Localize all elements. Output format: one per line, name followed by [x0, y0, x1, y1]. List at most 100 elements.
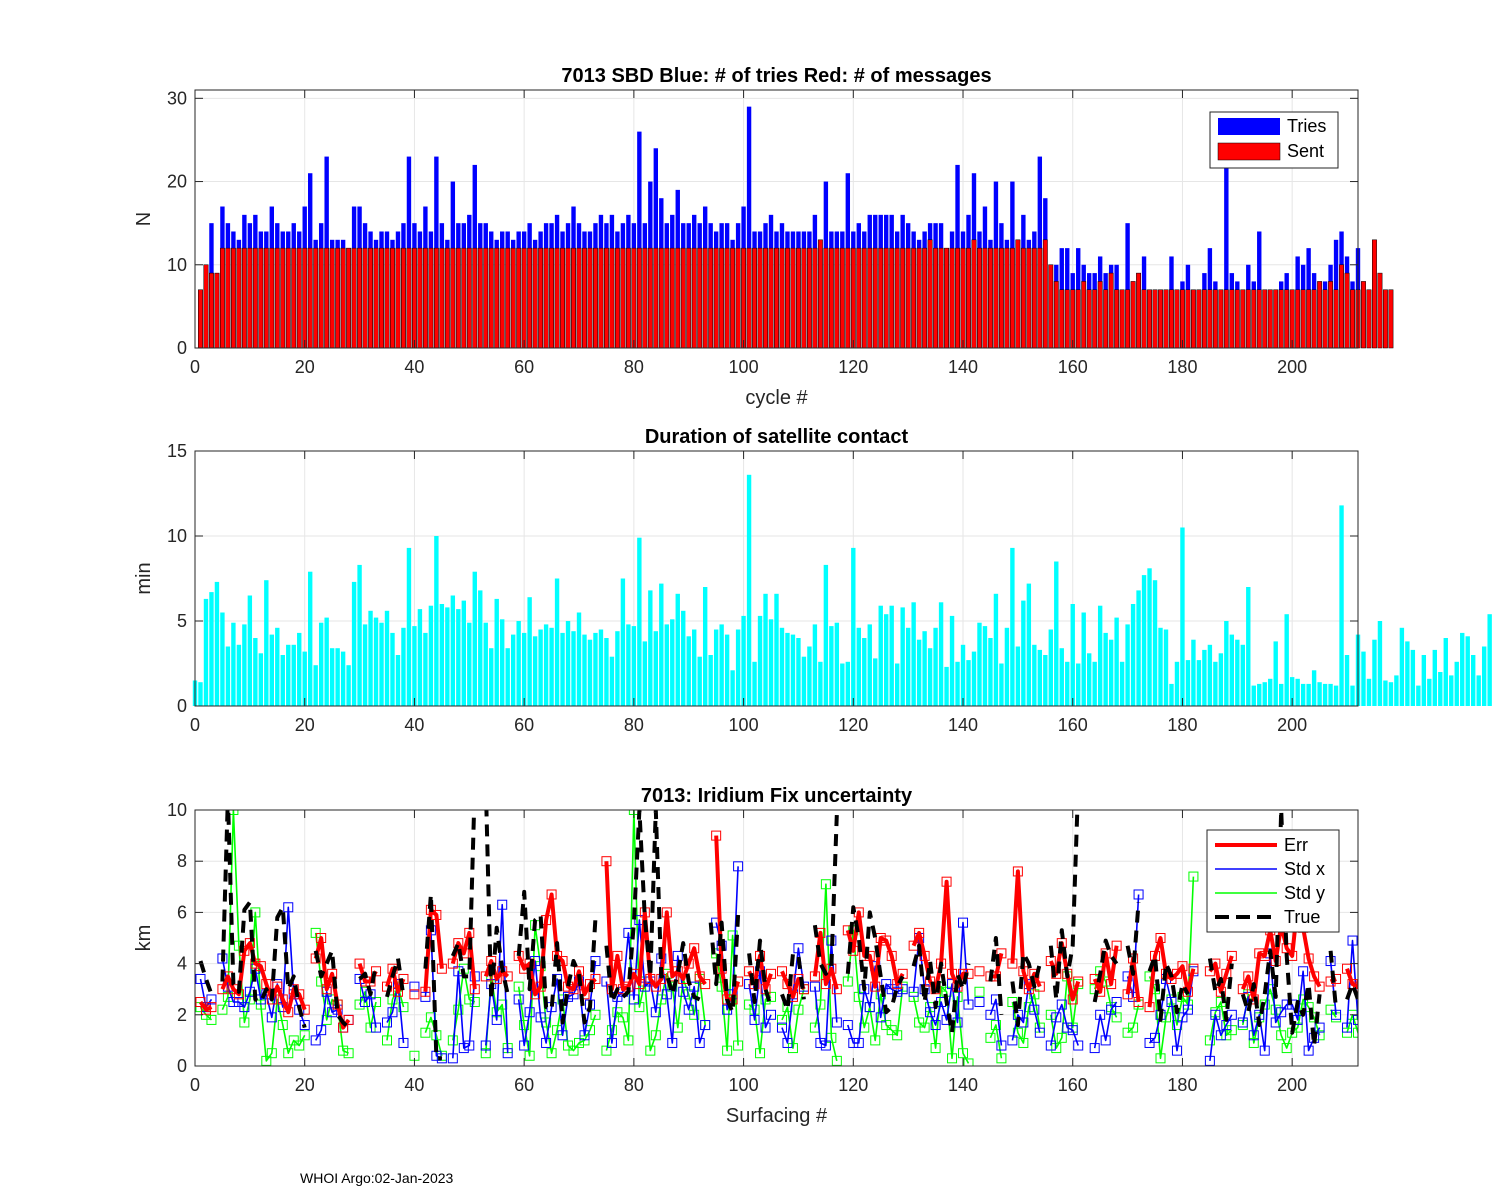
duration-bar	[1180, 528, 1184, 707]
sent-bar	[495, 248, 499, 348]
y-tick-label: 0	[177, 1056, 187, 1076]
duration-bar	[390, 633, 394, 706]
sent-bar	[928, 240, 932, 348]
sent-bar	[281, 248, 285, 348]
duration-bar	[862, 638, 866, 706]
y-tick-label: 20	[167, 172, 187, 192]
x-tick-label: 40	[404, 357, 424, 377]
duration-bar	[1186, 660, 1190, 706]
sent-bar	[242, 248, 246, 348]
sent-bar	[544, 248, 548, 348]
duration-bar	[708, 655, 712, 706]
sent-bar	[818, 240, 822, 348]
x-tick-label: 200	[1277, 357, 1307, 377]
sent-bar	[1367, 290, 1371, 348]
duration-bar	[599, 630, 603, 707]
duration-bar	[527, 597, 531, 706]
legend-label-true: True	[1284, 907, 1320, 927]
duration-bar	[516, 621, 520, 706]
duration-bar	[346, 665, 350, 706]
x-tick-label: 100	[729, 357, 759, 377]
duration-bar	[604, 638, 608, 706]
duration-bar	[1444, 638, 1448, 706]
sent-bar	[1125, 290, 1129, 348]
x-tick-label: 80	[624, 1075, 644, 1095]
marker-std-y	[1359, 1049, 1368, 1058]
sent-bar	[900, 248, 904, 348]
sent-bar	[407, 248, 411, 348]
duration-bar	[692, 630, 696, 707]
x-tick-label: 20	[295, 357, 315, 377]
sent-bar	[1328, 281, 1332, 348]
marker-err	[1370, 910, 1379, 919]
duration-bar	[220, 613, 224, 707]
sent-bar	[1383, 290, 1387, 348]
duration-bar	[1219, 653, 1223, 706]
sent-bar	[555, 248, 559, 348]
duration-bar	[593, 633, 597, 706]
x-tick-label: 180	[1167, 715, 1197, 735]
duration-bar	[379, 623, 383, 706]
duration-bar	[1367, 679, 1371, 706]
duration-bar	[1449, 675, 1453, 706]
duration-bar	[1153, 580, 1157, 706]
sent-bar	[571, 248, 575, 348]
x-tick-label: 80	[624, 357, 644, 377]
duration-bar	[363, 624, 367, 706]
duration-bar	[1235, 640, 1239, 706]
duration-bar	[615, 631, 619, 706]
duration-bar	[1164, 630, 1168, 707]
duration-bar	[566, 621, 570, 706]
duration-bar	[1032, 645, 1036, 706]
sent-bar	[796, 248, 800, 348]
legend-swatch-tries	[1218, 118, 1280, 135]
sent-bar	[1049, 265, 1053, 348]
x-tick-label: 140	[948, 357, 978, 377]
duration-bar	[868, 624, 872, 706]
duration-bar	[698, 657, 702, 706]
sent-bar	[1038, 248, 1042, 348]
legend-label-std-y: Std y	[1284, 883, 1325, 903]
sent-bar	[994, 248, 998, 348]
duration-bar	[511, 635, 515, 706]
sent-bar	[1274, 290, 1278, 348]
sent-bar	[835, 248, 839, 348]
duration-bar	[1230, 635, 1234, 706]
duration-bar	[807, 647, 811, 707]
duration-bar	[818, 662, 822, 706]
sent-bar	[665, 248, 669, 348]
sent-bar	[791, 248, 795, 348]
x-axis-label: cycle #	[745, 387, 808, 409]
duration-bar	[687, 636, 691, 706]
y-tick-label: 10	[167, 255, 187, 275]
duration-bar	[1257, 684, 1261, 706]
sent-bar	[703, 248, 707, 348]
duration-bar	[983, 626, 987, 706]
duration-bar	[1060, 648, 1064, 706]
duration-bar	[906, 628, 910, 706]
duration-bar	[1191, 640, 1195, 706]
sent-bar	[752, 248, 756, 348]
sent-bar	[440, 248, 444, 348]
duration-bar	[407, 548, 411, 706]
duration-bar	[1339, 505, 1343, 706]
duration-bar	[324, 618, 328, 706]
sent-bar	[286, 248, 290, 348]
y-tick-label: 15	[167, 441, 187, 461]
duration-bar	[582, 635, 586, 706]
duration-bar	[637, 538, 641, 706]
sent-bar	[1323, 290, 1327, 348]
duration-bar	[462, 601, 466, 706]
duration-bar	[1416, 686, 1420, 706]
sent-bar	[533, 248, 537, 348]
sent-bar	[648, 248, 652, 348]
sent-bar	[412, 248, 416, 348]
duration-bar	[1317, 682, 1321, 706]
x-tick-label: 100	[729, 1075, 759, 1095]
duration-bar	[665, 624, 669, 706]
duration-bar	[895, 664, 899, 707]
sent-bar	[1186, 290, 1190, 348]
sent-bar	[215, 273, 219, 348]
duration-bar	[824, 565, 828, 706]
duration-bar	[1306, 684, 1310, 706]
